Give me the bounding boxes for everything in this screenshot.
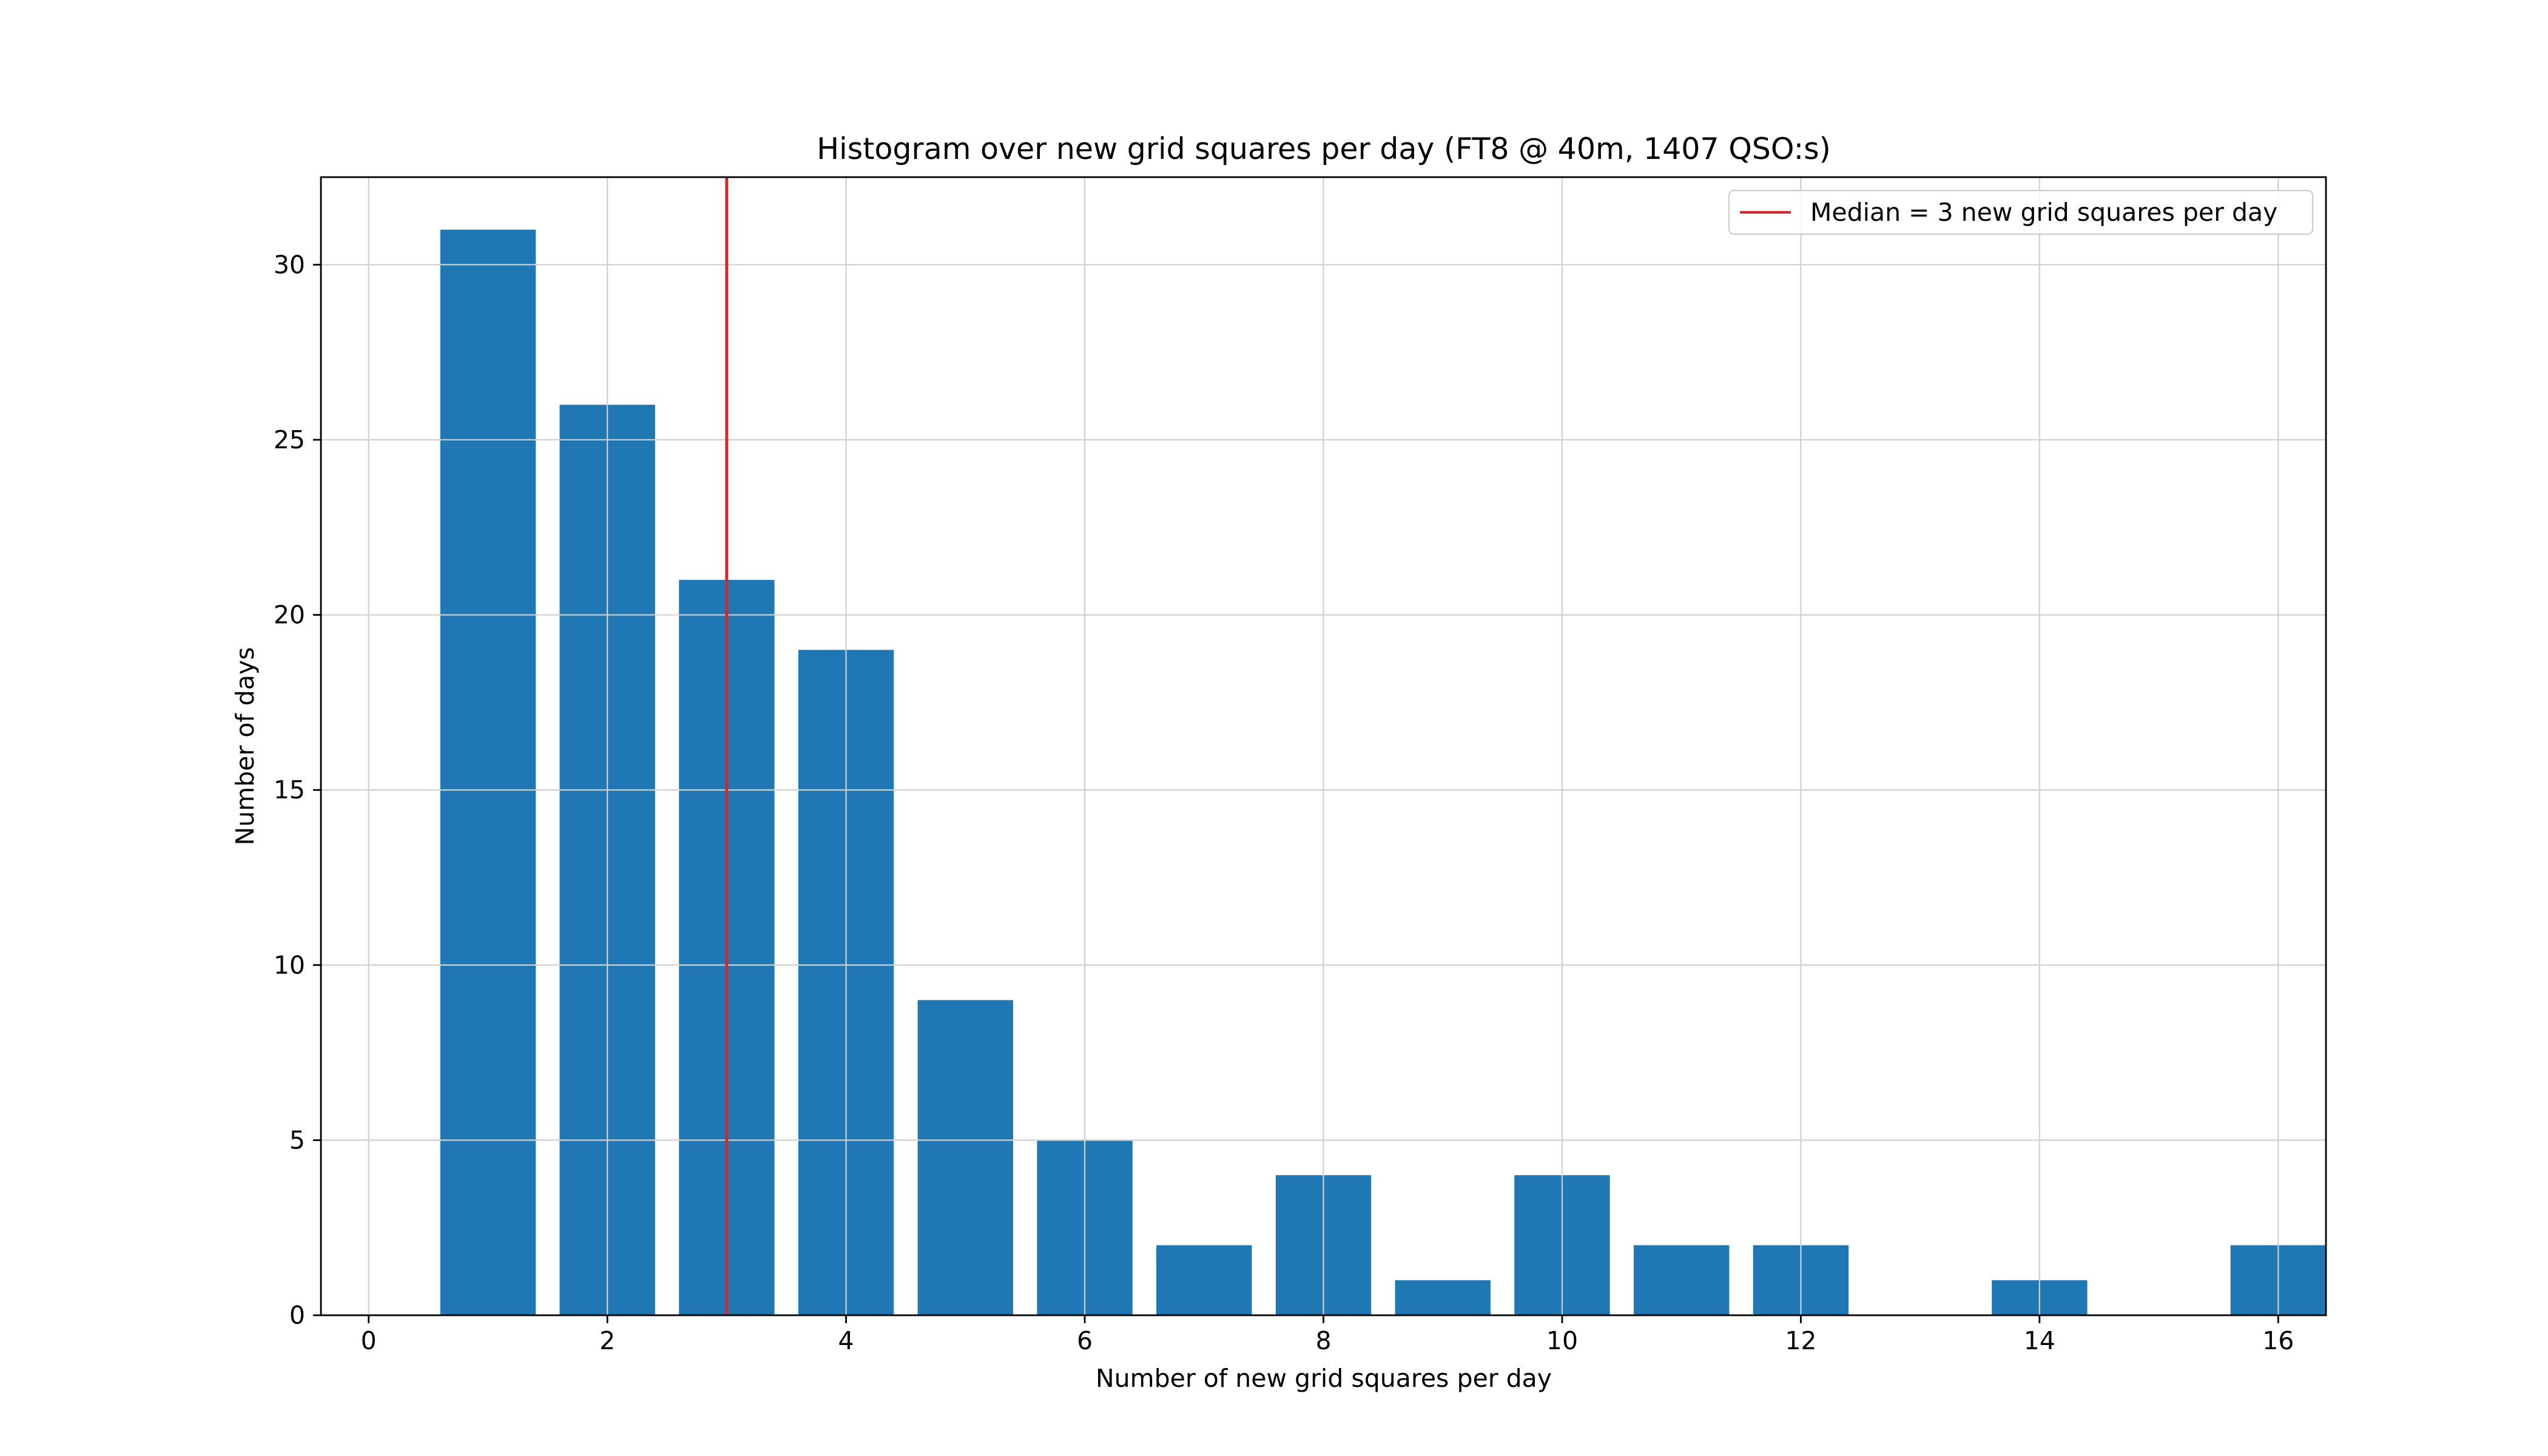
bar xyxy=(440,229,536,1316)
bar xyxy=(917,1000,1014,1315)
x-tick-label: 10 xyxy=(1546,1326,1578,1355)
y-tick-label: 25 xyxy=(274,425,305,454)
y-axis-label: Number of days xyxy=(231,647,260,845)
x-tick-label: 0 xyxy=(361,1326,377,1355)
x-tick-label: 14 xyxy=(2024,1326,2055,1355)
x-tick-label: 12 xyxy=(1785,1326,1816,1355)
x-tick-label: 2 xyxy=(599,1326,615,1355)
y-tick-label: 10 xyxy=(274,951,305,980)
chart-title: Histogram over new grid squares per day … xyxy=(817,132,1830,166)
y-tick-label: 5 xyxy=(289,1125,305,1154)
x-axis-label: Number of new grid squares per day xyxy=(1096,1364,1552,1393)
legend-median-label: Median = 3 new grid squares per day xyxy=(1810,198,2277,227)
x-tick-label: 4 xyxy=(838,1326,854,1355)
bar xyxy=(1395,1280,1491,1315)
axis-ticks: 0 2 4 6 8 10 12 14 16 0 5 10 15 20 25 30 xyxy=(274,250,2294,1355)
grid-lines xyxy=(321,177,2326,1316)
bar xyxy=(1633,1245,1730,1315)
bar xyxy=(1156,1245,1252,1315)
y-tick-label: 30 xyxy=(274,250,305,279)
x-tick-label: 6 xyxy=(1077,1326,1093,1355)
y-tick-label: 15 xyxy=(274,775,305,804)
legend-box xyxy=(1728,189,2314,235)
x-tick-label: 16 xyxy=(2262,1326,2294,1355)
y-tick-label: 0 xyxy=(289,1301,305,1330)
legend: Median = 3 new grid squares per day xyxy=(1728,189,2314,235)
x-tick-label: 8 xyxy=(1315,1326,1331,1355)
y-tick-label: 20 xyxy=(274,601,305,630)
